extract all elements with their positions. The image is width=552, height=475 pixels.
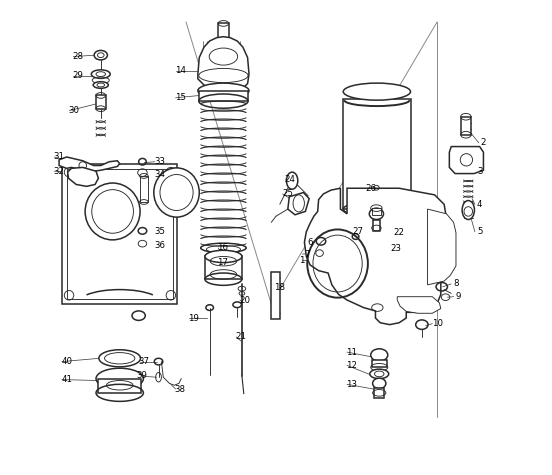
Ellipse shape (96, 368, 144, 389)
Ellipse shape (91, 70, 110, 78)
Text: 13: 13 (346, 380, 357, 389)
Text: 17: 17 (217, 257, 229, 266)
Text: 32: 32 (54, 167, 65, 176)
Text: 22: 22 (394, 228, 405, 238)
Text: 10: 10 (432, 319, 443, 328)
Text: 2: 2 (481, 138, 486, 147)
Ellipse shape (369, 208, 384, 219)
Bar (62, 164, 178, 304)
Text: 38: 38 (175, 385, 186, 394)
Bar (461, 117, 471, 135)
Polygon shape (428, 209, 456, 285)
Bar (371, 208, 381, 215)
Text: 21: 21 (236, 332, 246, 342)
Bar (96, 95, 105, 109)
Text: 23: 23 (391, 244, 402, 253)
Ellipse shape (205, 250, 242, 263)
Polygon shape (67, 167, 98, 186)
Polygon shape (449, 147, 484, 173)
Text: 37: 37 (139, 357, 150, 366)
Ellipse shape (85, 183, 140, 240)
Text: 20: 20 (239, 295, 250, 304)
Ellipse shape (286, 172, 298, 189)
Bar (98, 379, 141, 393)
Text: 39: 39 (136, 371, 147, 380)
Ellipse shape (132, 311, 145, 320)
Bar (218, 23, 229, 38)
Polygon shape (198, 37, 249, 88)
Bar (373, 219, 380, 231)
Text: 30: 30 (69, 106, 79, 115)
Text: 11: 11 (346, 348, 357, 357)
Text: 33: 33 (154, 157, 165, 166)
Ellipse shape (93, 82, 108, 88)
Text: 8: 8 (453, 279, 459, 288)
Polygon shape (304, 188, 447, 324)
Text: 31: 31 (54, 152, 65, 162)
Bar (271, 272, 280, 319)
Text: 24: 24 (285, 175, 296, 184)
Text: 4: 4 (477, 200, 482, 209)
Bar (140, 176, 148, 202)
Bar (67, 169, 173, 299)
Ellipse shape (198, 83, 249, 98)
Text: 40: 40 (61, 357, 72, 366)
Text: 36: 36 (154, 240, 165, 249)
Ellipse shape (462, 200, 474, 219)
Polygon shape (288, 192, 309, 215)
Bar (374, 388, 384, 398)
Text: 9: 9 (455, 292, 461, 301)
Ellipse shape (154, 168, 199, 217)
Ellipse shape (99, 350, 141, 367)
Text: 35: 35 (154, 228, 165, 237)
Text: 1: 1 (299, 256, 305, 265)
Text: 15: 15 (175, 93, 186, 102)
Text: 5: 5 (477, 228, 482, 237)
Ellipse shape (370, 369, 389, 379)
Text: 12: 12 (346, 361, 357, 370)
Bar (199, 91, 248, 101)
Ellipse shape (94, 50, 108, 60)
Bar (205, 256, 242, 279)
Ellipse shape (373, 378, 386, 389)
Text: 18: 18 (274, 283, 285, 292)
Ellipse shape (343, 83, 411, 100)
Bar (371, 360, 387, 367)
Text: 16: 16 (217, 243, 229, 252)
Text: 26: 26 (365, 184, 376, 193)
Text: 3: 3 (477, 167, 482, 176)
Text: 41: 41 (61, 375, 72, 384)
Text: 27: 27 (352, 228, 363, 237)
Ellipse shape (371, 349, 388, 361)
Text: 14: 14 (175, 66, 186, 76)
Text: 6: 6 (307, 238, 313, 247)
Text: 19: 19 (188, 314, 199, 323)
Text: 28: 28 (72, 52, 83, 61)
Text: 34: 34 (154, 171, 165, 180)
Text: 7: 7 (305, 249, 310, 258)
Polygon shape (397, 297, 441, 314)
Bar (343, 99, 411, 209)
Text: 25: 25 (282, 190, 293, 199)
Polygon shape (59, 157, 120, 171)
Text: 29: 29 (73, 71, 83, 80)
